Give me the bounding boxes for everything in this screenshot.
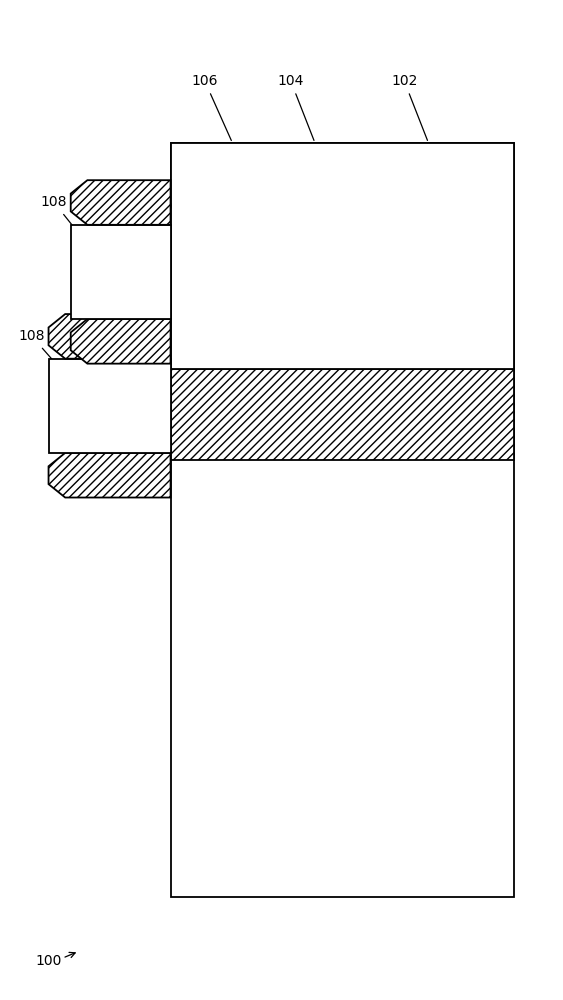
Text: 100: 100 (35, 954, 62, 968)
Text: 110: 110 (145, 192, 173, 214)
Text: 104: 104 (278, 74, 314, 140)
Bar (48, 359, 171, 453)
Polygon shape (71, 319, 171, 364)
Text: 108: 108 (41, 195, 108, 270)
Bar (171, 369, 515, 460)
Polygon shape (48, 453, 171, 498)
Bar (171, 143, 515, 369)
Bar (171, 143, 515, 897)
Bar (71, 225, 171, 319)
Text: 108: 108 (19, 329, 91, 404)
Polygon shape (71, 180, 171, 225)
Text: 106: 106 (192, 74, 231, 140)
Text: 102: 102 (391, 74, 427, 140)
Polygon shape (48, 314, 171, 359)
Text: 110: 110 (128, 326, 156, 348)
